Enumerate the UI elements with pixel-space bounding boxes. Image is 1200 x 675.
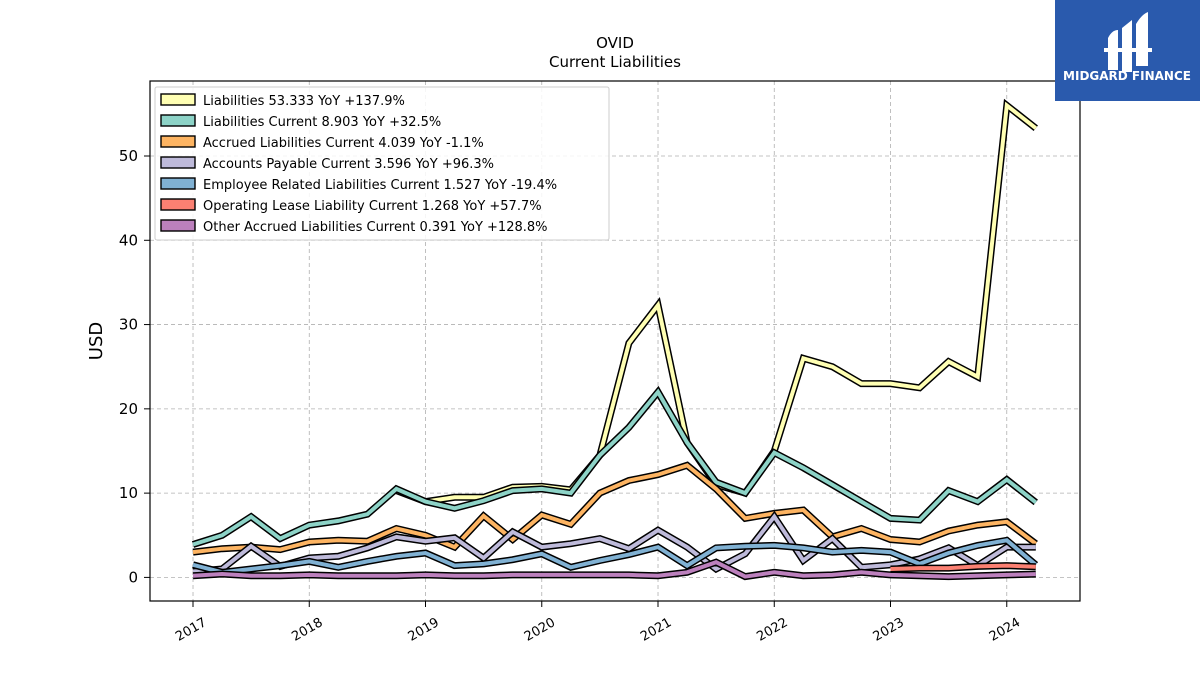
- y-tick-label: 30: [119, 316, 138, 334]
- series-4: [192, 536, 1039, 576]
- midgard-finance-logo: MIDGARD FINANCE: [1055, 0, 1200, 101]
- series-5: [890, 562, 1036, 573]
- legend-entry-label: Accounts Payable Current 3.596 YoY +96.3…: [203, 157, 494, 172]
- y-tick-label: 10: [119, 484, 138, 502]
- chart-title: OVID: [596, 34, 634, 52]
- legend-swatch: [160, 156, 196, 169]
- legend-swatch: [160, 219, 196, 232]
- legend: Liabilities 53.333 YoY +137.9% Liabilitie…: [154, 86, 610, 241]
- series-2: [192, 461, 1038, 556]
- series-lines: [191, 98, 1039, 581]
- series-6: [192, 558, 1036, 581]
- legend-entry-label: Liabilities 53.333 YoY +137.9%: [203, 94, 405, 109]
- legend-swatch: [160, 114, 196, 127]
- series-line: [192, 538, 1038, 575]
- series-line: [192, 560, 1036, 579]
- legend-swatch: [160, 198, 196, 211]
- chart-subtitle: Current Liabilities: [549, 53, 681, 71]
- y-axis: 0 10 20 30 40 50: [119, 147, 150, 586]
- legend-entry-label: Operating Lease Liability Current 1.268 …: [203, 199, 542, 214]
- series-line: [192, 513, 1036, 574]
- y-tick-label: 20: [119, 400, 138, 418]
- y-axis-label: USD: [86, 322, 107, 360]
- legend-entry-label: Employee Related Liabilities Current 1.5…: [203, 178, 557, 193]
- legend-entry-label: Other Accrued Liabilities Current 0.391 …: [203, 220, 548, 235]
- series-line: [890, 563, 1036, 571]
- series-3: [192, 510, 1036, 575]
- logo-mark-icon: [1104, 12, 1152, 72]
- legend-swatch: [160, 135, 196, 148]
- legend-entry-label: Liabilities Current 8.903 YoY +32.5%: [203, 115, 441, 130]
- legend-box: [154, 86, 610, 241]
- series-1: [191, 385, 1038, 548]
- y-tick-label: 40: [119, 231, 138, 249]
- series-line: [192, 388, 1038, 547]
- series-line: [192, 463, 1038, 555]
- y-tick-label: 0: [128, 568, 138, 586]
- legend-swatch: [160, 93, 196, 106]
- logo-text: MIDGARD FINANCE: [1063, 69, 1191, 83]
- legend-swatch: [160, 177, 196, 190]
- y-tick-label: 50: [119, 147, 138, 165]
- plot-frame: [149, 80, 1081, 602]
- legend-entry-label: Accrued Liabilities Current 4.039 YoY -1…: [203, 136, 484, 151]
